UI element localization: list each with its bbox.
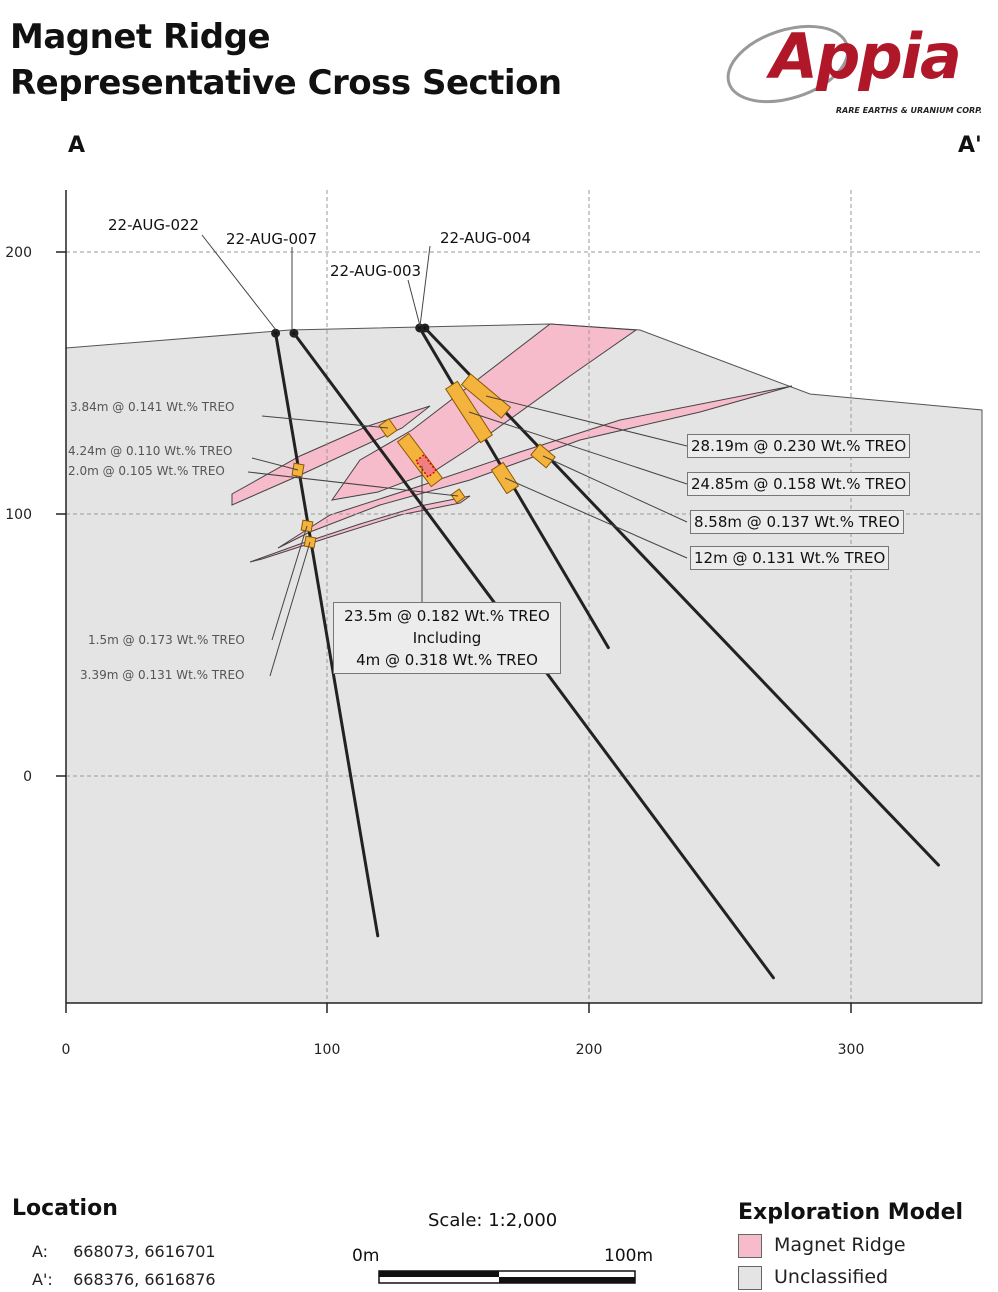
map-title-line2: Representative Cross Section [10,63,562,103]
location-row: A: 668073, 6616701 [32,1242,216,1261]
callout-line: Including [412,629,482,647]
location-key: A': [32,1270,53,1289]
drillhole-trace [423,326,940,867]
axis-ticks [56,251,852,1013]
drillhole-label: 22-AUG-007 [226,230,318,248]
drillhole-label: 22-AUG-004 [440,229,532,247]
x-tick-label: 200 [576,1042,603,1058]
y-tick-label: 100 [5,507,32,523]
drillhole-label: 22-AUG-003 [330,262,422,280]
intercept-label: 3.39m @ 0.131 Wt.% TREO [80,668,245,682]
drillhole-collar [289,328,299,338]
callout-line: 4m @ 0.318 Wt.% TREO [356,651,538,669]
scale-text: Scale: 1:2,000 [428,1210,558,1231]
intercept-callout-box: 24.85m @ 0.158 Wt.% TREO [687,472,911,496]
location-key: A: [32,1242,49,1261]
y-tick-label: 0 [23,769,32,785]
drillhole-collar [271,328,281,338]
location-row: A': 668376, 6616876 [32,1270,216,1289]
x-tick-label: 100 [314,1042,341,1058]
leader-lines [201,234,688,677]
x-tick-label: 300 [838,1042,865,1058]
callout-line: 23.5m @ 0.182 Wt.% TREO [344,607,550,625]
appia-logo: Appia RARE EARTHS & URANIUM CORP. [718,18,988,128]
drillhole-trace [274,331,380,938]
magnet-ridge-lower-lens [249,495,471,563]
intercept-callout-box: 12m @ 0.131 Wt.% TREO [690,546,890,570]
drillhole-collar [420,323,430,333]
x-tick-label: 0 [62,1042,71,1058]
legend-label: Magnet Ridge [774,1234,906,1256]
scale-bar [378,1270,636,1284]
map-title-line1: Magnet Ridge [10,17,271,57]
logo-tagline: RARE EARTHS & URANIUM CORP. [835,106,982,115]
magnet-ridge-mid-lens [277,385,793,549]
scale-right-label: 100m [604,1246,654,1266]
y-tick-label: 200 [5,245,32,261]
intercept-callout-multiline: 23.5m @ 0.182 Wt.% TREO Including 4m @ 0… [333,602,561,674]
legend-swatch [738,1234,762,1258]
intercept-label: 2.0m @ 0.105 Wt.% TREO [68,464,225,478]
location-value: 668376, 6616876 [73,1270,216,1289]
axes-frame [65,190,982,1004]
intercept-callout-box: 8.58m @ 0.137 Wt.% TREO [690,510,904,534]
scale-left-label: 0m [352,1246,380,1266]
location-value: 668073, 6616701 [73,1242,216,1261]
legend-label: Unclassified [774,1266,889,1288]
intercept-label: 1.5m @ 0.173 Wt.% TREO [88,633,245,647]
section-start-label: A [68,133,86,158]
section-end-label: A' [958,133,982,158]
intercept-callout-box: 28.19m @ 0.230 Wt.% TREO [687,434,911,458]
drillhole-label: 22-AUG-022 [108,216,200,234]
intercept-label: 3.84m @ 0.141 Wt.% TREO [70,400,235,414]
intercept-label: 4.24m @ 0.110 Wt.% TREO [68,444,233,458]
logo-swoosh-icon [726,24,850,104]
logo-wordmark: Appia [770,20,962,93]
legend-title: Exploration Model [738,1200,964,1225]
magnet-ridge-upper-lens [231,405,431,506]
location-title: Location [12,1196,118,1221]
legend-swatch [738,1266,762,1290]
